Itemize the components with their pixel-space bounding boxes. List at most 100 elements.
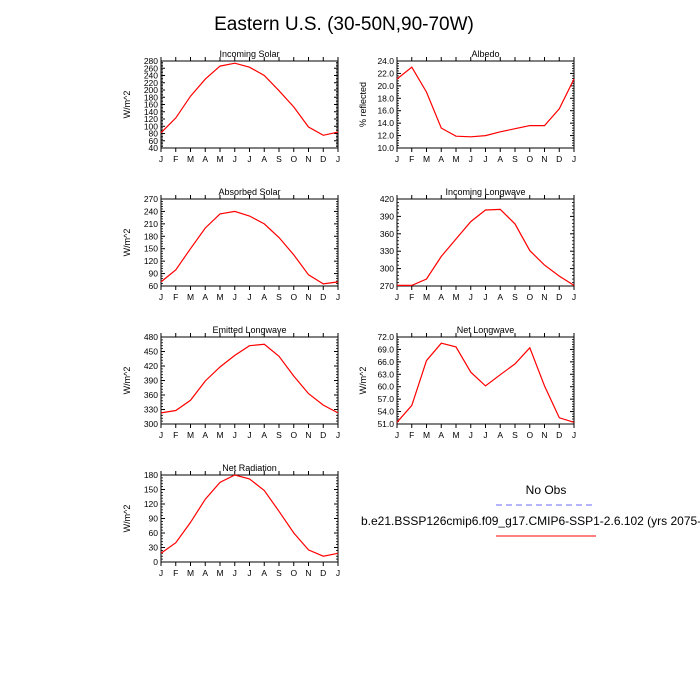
- x-tick-label: N: [305, 292, 311, 302]
- x-tick-label: J: [247, 292, 251, 302]
- plot-frame: [396, 198, 575, 287]
- y-tick-label: 420: [380, 194, 394, 204]
- x-tick-label: J: [159, 154, 163, 164]
- x-tick-label: N: [305, 154, 311, 164]
- legend-obs-label: No Obs: [526, 483, 567, 497]
- chart-panel: Albedo % reflected 10.0 12.0 14.0 16.0 18.0 20.…: [358, 49, 576, 164]
- x-tick-label: M: [452, 430, 459, 440]
- x-tick-label: J: [247, 568, 251, 578]
- x-tick-label: J: [233, 568, 237, 578]
- y-tick-label: 360: [144, 390, 158, 400]
- x-tick-label: S: [512, 292, 518, 302]
- chart-title: Incoming Solar: [219, 49, 279, 59]
- x-tick-label: A: [261, 568, 267, 578]
- x-tick-label: F: [173, 568, 178, 578]
- y-tick-label: 270: [380, 281, 394, 291]
- x-tick-label: M: [423, 430, 430, 440]
- y-tick-label: 100: [144, 121, 158, 131]
- y-tick-label: 120: [144, 114, 158, 124]
- y-tick-label: 51.0: [377, 419, 394, 429]
- x-tick-label: A: [261, 154, 267, 164]
- chart-panel: Absorbed Solar W/m^2 60 90 120 150 180 210 240 27…: [122, 187, 340, 302]
- chart-title: Incoming Longwave: [445, 187, 525, 197]
- plot-frame: [160, 474, 339, 563]
- chart-title: Emitted Longwave: [212, 325, 286, 335]
- x-tick-label: J: [395, 430, 399, 440]
- x-tick-label: A: [497, 154, 503, 164]
- x-tick-label: N: [305, 568, 311, 578]
- chart-panel: Emitted Longwave W/m^2 300 330 360 390 420 450 4…: [122, 325, 340, 440]
- x-tick-label: J: [159, 430, 163, 440]
- y-tick-label: 180: [144, 92, 158, 102]
- y-tick-label: 22.0: [377, 68, 394, 78]
- y-axis-label: W/m^2: [122, 229, 132, 257]
- x-tick-label: M: [423, 154, 430, 164]
- x-tick-label: D: [556, 292, 562, 302]
- y-tick-label: 20.0: [377, 81, 394, 91]
- x-tick-label: A: [202, 430, 208, 440]
- y-tick-label: 18.0: [377, 93, 394, 103]
- y-tick-label: 300: [380, 264, 394, 274]
- y-tick-label: 57.0: [377, 394, 394, 404]
- y-tick-label: 280: [144, 56, 158, 66]
- legend-model-label: b.e21.BSSP126cmip6.f09_g17.CMIP6-SSP1-2.…: [361, 514, 700, 528]
- chart-title: Albedo: [471, 49, 499, 59]
- y-tick-label: 69.0: [377, 344, 394, 354]
- x-tick-label: J: [483, 430, 487, 440]
- x-tick-label: F: [173, 154, 178, 164]
- x-tick-label: J: [572, 154, 576, 164]
- series-line: [160, 210, 339, 285]
- chart-panel: Incoming Solar W/m^2 406080100120140160180…: [122, 49, 340, 164]
- series-line: [160, 343, 339, 414]
- y-tick-label: 90: [149, 269, 159, 279]
- x-tick-label: O: [290, 154, 297, 164]
- x-tick-label: F: [409, 154, 414, 164]
- x-tick-label: A: [202, 154, 208, 164]
- y-tick-label: 72.0: [377, 332, 394, 342]
- x-tick-label: O: [290, 430, 297, 440]
- x-tick-label: J: [159, 292, 163, 302]
- x-tick-label: M: [452, 154, 459, 164]
- y-axis-label: W/m^2: [122, 91, 132, 119]
- x-tick-label: A: [438, 292, 444, 302]
- series-line: [396, 66, 575, 138]
- y-axis-label: W/m^2: [358, 367, 368, 395]
- x-tick-label: D: [556, 154, 562, 164]
- x-tick-label: J: [336, 430, 340, 440]
- x-tick-label: M: [423, 292, 430, 302]
- x-tick-label: J: [483, 292, 487, 302]
- x-tick-label: A: [202, 568, 208, 578]
- y-tick-label: 260: [144, 63, 158, 73]
- x-tick-label: S: [512, 154, 518, 164]
- y-tick-label: 0: [153, 557, 158, 567]
- x-tick-label: J: [469, 430, 473, 440]
- x-tick-label: N: [541, 430, 547, 440]
- x-tick-label: J: [469, 292, 473, 302]
- x-tick-label: A: [261, 430, 267, 440]
- series-line: [397, 208, 575, 286]
- x-tick-label: M: [187, 154, 194, 164]
- x-tick-label: J: [469, 154, 473, 164]
- y-tick-label: 150: [144, 485, 158, 495]
- y-tick-label: 120: [144, 256, 158, 266]
- x-tick-label: A: [202, 292, 208, 302]
- y-tick-label: 63.0: [377, 369, 394, 379]
- y-tick-label: 40: [149, 143, 159, 153]
- series-line: [160, 474, 339, 557]
- y-tick-label: 16.0: [377, 106, 394, 116]
- series-line: [160, 62, 339, 136]
- x-tick-label: M: [187, 568, 194, 578]
- x-tick-label: D: [320, 154, 326, 164]
- x-tick-label: J: [572, 292, 576, 302]
- y-tick-label: 60.0: [377, 382, 394, 392]
- series-line: [396, 342, 575, 423]
- x-tick-label: M: [216, 154, 223, 164]
- x-tick-label: D: [320, 430, 326, 440]
- x-tick-label: J: [233, 292, 237, 302]
- plot-frame: [396, 336, 575, 425]
- x-tick-label: O: [290, 292, 297, 302]
- y-tick-label: 240: [144, 71, 158, 81]
- y-tick-label: 30: [149, 543, 159, 553]
